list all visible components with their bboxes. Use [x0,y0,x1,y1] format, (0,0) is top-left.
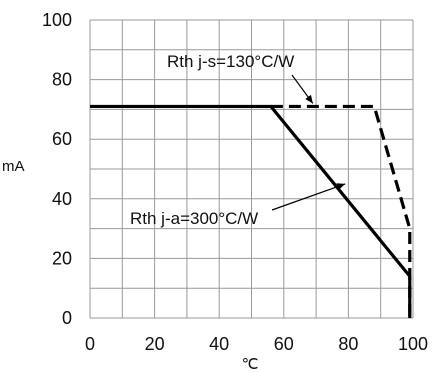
y-axis-label: mA [2,158,25,175]
y-tick-label: 100 [42,10,72,30]
y-tick-label: 80 [52,70,72,90]
x-tick-label: 60 [274,334,294,354]
annotations: Rth j-s=130°C/W Rth j-a=300°C/W [130,52,346,228]
x-tick-label: 20 [145,334,165,354]
tick-labels: 0 20 40 60 80 100 0 20 40 60 80 100 [42,10,428,354]
x-tick-label: 0 [85,334,95,354]
x-tick-label: 80 [338,334,358,354]
y-tick-label: 0 [62,308,72,328]
y-tick-label: 40 [52,189,72,209]
x-tick-label: 40 [209,334,229,354]
y-tick-label: 20 [52,248,72,268]
annotation-label: Rth j-a=300°C/W [130,209,258,228]
y-tick-label: 60 [52,129,72,149]
series-layer [90,104,412,318]
annotation-label: Rth j-s=130°C/W [167,52,294,71]
annotation-arrowhead [336,183,346,190]
x-tick-label: 100 [398,334,428,354]
annotation-arrow [271,183,346,211]
x-axis-label: ℃ [242,356,259,372]
series-line-dashed [270,104,412,318]
annotation-arrowhead [305,94,313,104]
grid [89,19,414,319]
